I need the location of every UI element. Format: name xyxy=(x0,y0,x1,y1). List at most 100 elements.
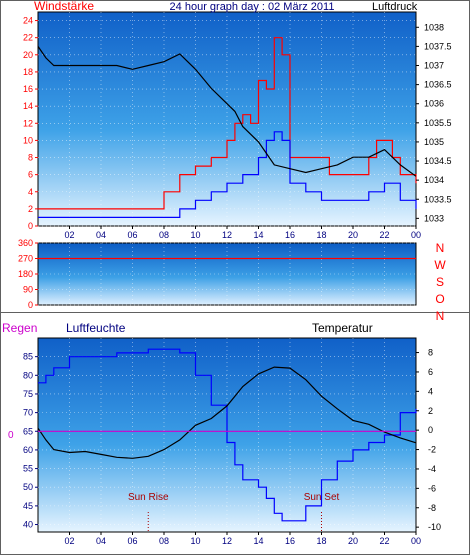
y-tick-label: -8 xyxy=(428,503,436,513)
x-tick-label: 18 xyxy=(316,536,326,546)
wind-series xyxy=(37,37,417,218)
rain-axis-label: Regen xyxy=(2,321,37,335)
y-tick-label: 8 xyxy=(428,348,433,358)
y-tick-label: 1036 xyxy=(424,99,444,109)
x-tick-label: 22 xyxy=(379,230,389,240)
y-tick-label: 20 xyxy=(23,50,33,60)
compass-label: O xyxy=(435,292,444,306)
y-tick-label: 6 xyxy=(28,170,33,180)
y-tick-label: 65 xyxy=(23,426,33,436)
x-tick-label: 20 xyxy=(348,230,358,240)
x-tick-label: 04 xyxy=(96,230,106,240)
y-tick-label: 1034.5 xyxy=(424,156,452,166)
y-tick-label: 0 xyxy=(428,425,433,435)
y-tick-label: 0 xyxy=(28,300,33,310)
y-tick-label: 18 xyxy=(23,67,33,77)
y-tick-label: 24 xyxy=(23,16,33,26)
y-tick-label: 45 xyxy=(23,501,33,511)
y-tick-label: -2 xyxy=(428,445,436,455)
y-tick-label: 80 xyxy=(23,370,33,380)
y-tick-label: 70 xyxy=(23,408,33,418)
y-tick-label: 1035 xyxy=(424,137,444,147)
y-tick-label: -6 xyxy=(428,483,436,493)
temperature-axis-label: Temperatur xyxy=(312,321,373,335)
y-tick-label: 22 xyxy=(23,33,33,43)
temperature-right-ticks: -10 -8 -6 -4 -2 0 2 4 6 8 xyxy=(416,348,441,532)
compass-label: S xyxy=(436,275,444,289)
x-tick-label: 06 xyxy=(127,536,137,546)
series-line xyxy=(37,46,417,177)
humidity-axis-label: Luftfeuchte xyxy=(66,321,126,335)
x-tick-label: 06 xyxy=(127,230,137,240)
x-tick-label: 10 xyxy=(190,536,200,546)
y-tick-label: 60 xyxy=(23,445,33,455)
y-tick-label: 40 xyxy=(23,520,33,530)
direction-plot-area xyxy=(37,242,417,306)
humidity-x-ticks: 02 04 06 08 10 12 14 16 18 20 22 00 xyxy=(64,532,421,546)
x-tick-label: 08 xyxy=(159,536,169,546)
y-tick-label: 14 xyxy=(23,101,33,111)
x-tick-label: 02 xyxy=(64,536,74,546)
compass-label: W xyxy=(434,258,446,272)
y-tick-label: 1036.5 xyxy=(424,80,452,90)
x-tick-label: 12 xyxy=(222,230,232,240)
sun-marker-label: Sun Rise xyxy=(128,492,169,503)
y-tick-label: 85 xyxy=(23,352,33,362)
y-tick-label: 50 xyxy=(23,482,33,492)
series-line xyxy=(38,348,417,522)
y-tick-label: 180 xyxy=(18,269,33,279)
y-tick-label: 2 xyxy=(28,204,33,214)
chart-title: 24 hour graph day : 02 März 2011 xyxy=(170,1,335,13)
humidity-left-ticks: 40 45 50 55 60 65 70 75 80 85 xyxy=(23,352,38,530)
y-tick-label: 1033 xyxy=(424,213,444,223)
x-tick-label: 08 xyxy=(159,230,169,240)
y-tick-label: 1037.5 xyxy=(424,41,452,51)
x-tick-label: 16 xyxy=(285,230,295,240)
wind-x-ticks: 02 04 06 08 10 12 14 16 18 20 22 00 xyxy=(64,226,421,240)
x-tick-label: 12 xyxy=(222,536,232,546)
y-tick-label: 4 xyxy=(428,386,433,396)
y-tick-label: 55 xyxy=(23,464,33,474)
pressure-axis-label: Luftdruck xyxy=(372,1,418,13)
y-tick-label: 270 xyxy=(18,254,33,264)
x-tick-label: 00 xyxy=(411,536,421,546)
y-tick-label: 1035.5 xyxy=(424,118,452,128)
y-tick-label: 1037 xyxy=(424,61,444,71)
y-tick-label: 2 xyxy=(428,406,433,416)
y-tick-label: 1033.5 xyxy=(424,194,452,204)
rain-zero-label: 0 xyxy=(8,430,14,441)
y-tick-label: 6 xyxy=(428,367,433,377)
x-tick-label: 10 xyxy=(190,230,200,240)
compass-label: N xyxy=(436,241,445,255)
x-tick-label: 20 xyxy=(348,536,358,546)
x-tick-label: 00 xyxy=(411,230,421,240)
y-tick-label: -10 xyxy=(428,522,441,532)
x-tick-label: 14 xyxy=(253,230,263,240)
humidity-series xyxy=(37,348,417,522)
wind-axis-label: Windstärke xyxy=(34,0,94,13)
x-tick-label: 04 xyxy=(96,536,106,546)
direction-left-ticks: 0 90 180 270 360 xyxy=(18,238,38,310)
y-tick-label: 4 xyxy=(28,187,33,197)
x-tick-label: 02 xyxy=(64,230,74,240)
y-tick-label: 16 xyxy=(23,84,33,94)
y-tick-label: 12 xyxy=(23,118,33,128)
y-tick-label: -4 xyxy=(428,464,436,474)
x-tick-label: 16 xyxy=(285,536,295,546)
x-tick-label: 22 xyxy=(379,536,389,546)
x-tick-label: 14 xyxy=(253,536,263,546)
y-tick-label: 75 xyxy=(23,389,33,399)
y-tick-label: 90 xyxy=(23,285,33,295)
series-line xyxy=(37,366,417,459)
y-tick-label: 8 xyxy=(28,153,33,163)
series-line xyxy=(38,37,417,210)
compass-label: N xyxy=(436,309,445,323)
y-tick-label: 1038 xyxy=(424,22,444,32)
y-tick-label: 10 xyxy=(23,135,33,145)
